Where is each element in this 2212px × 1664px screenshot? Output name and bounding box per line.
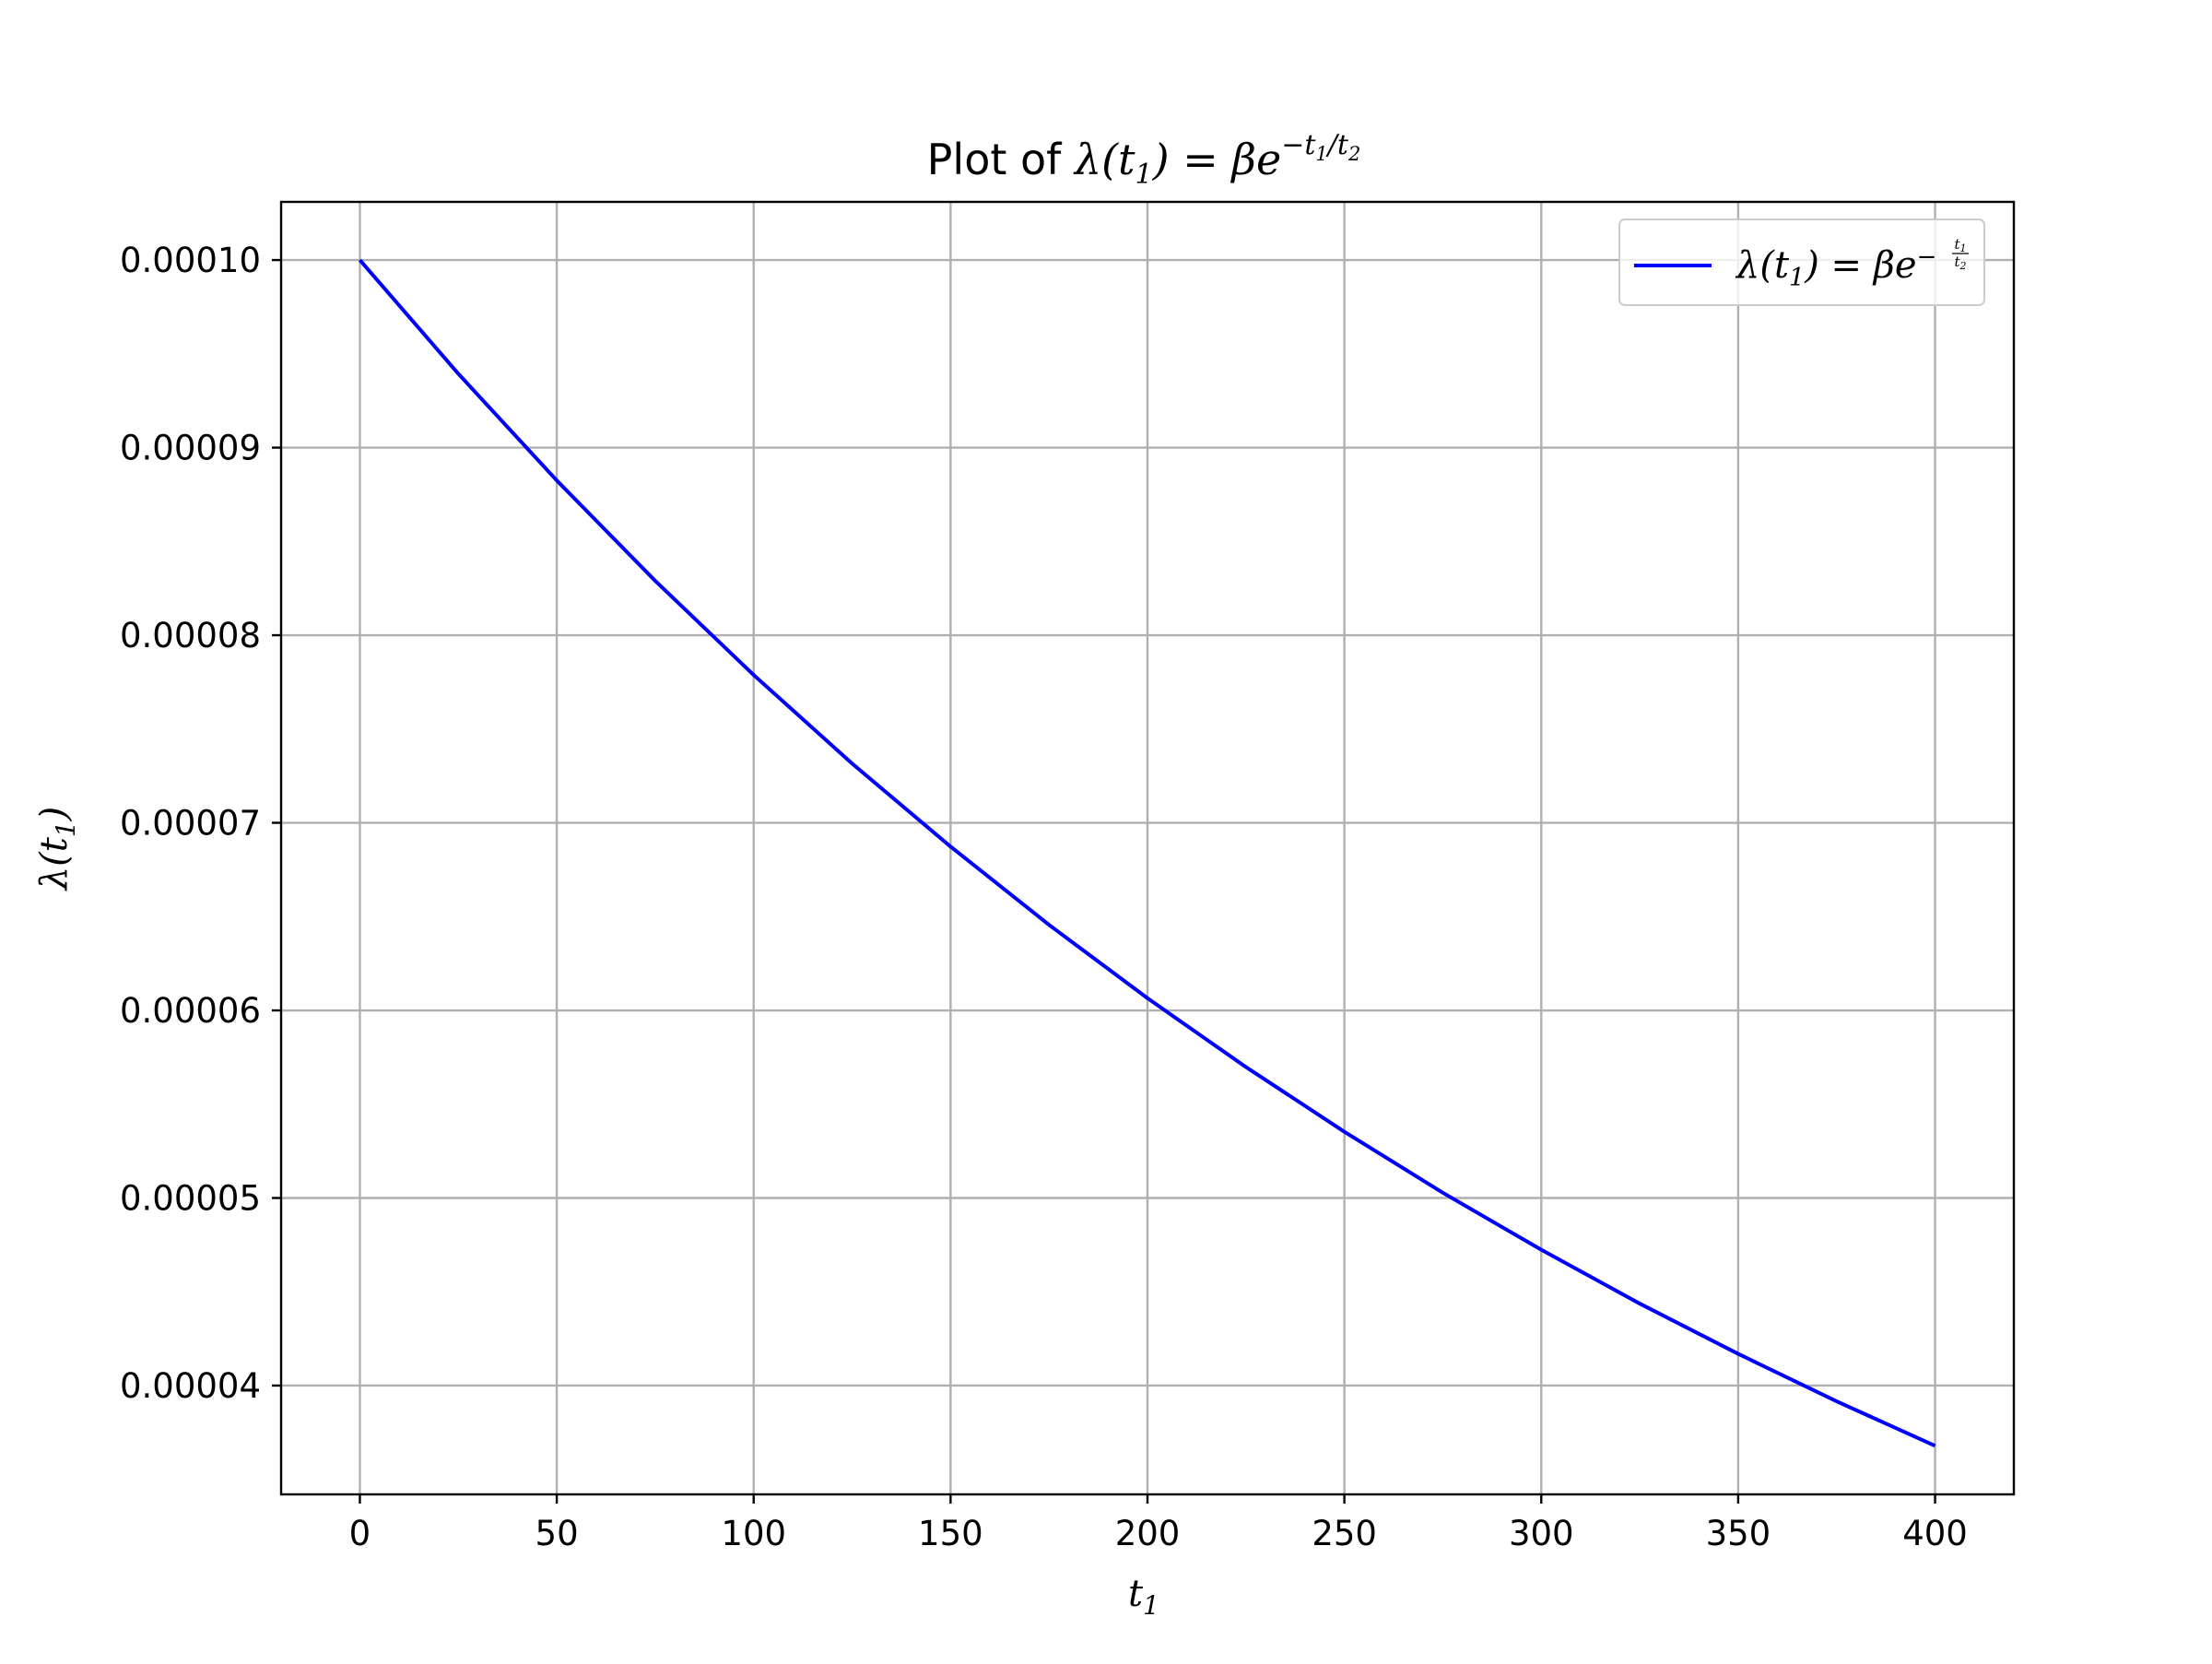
legend-fraction-denominator: t2: [1954, 254, 1966, 272]
x-tick-label: 200: [1115, 1514, 1181, 1553]
legend-fraction-numerator: t1: [1954, 236, 1966, 254]
chart-title-math-rest: ) = βe: [1152, 135, 1282, 184]
x-tick-label: 100: [721, 1514, 786, 1553]
y-axis-label-rest: ): [33, 807, 76, 822]
grid: [281, 202, 2014, 1494]
x-tick-label: 0: [349, 1514, 371, 1553]
chart-title: Plot of λ(t1) = βe−t1/t2: [927, 129, 1361, 191]
y-tick-label: 0.00009: [120, 429, 261, 468]
y-axis-label: λ(t1): [33, 807, 81, 891]
legend: λ(t1) = βe− t1 t2: [1618, 218, 1985, 306]
legend-fraction-denominator-sub: 2: [1959, 260, 1967, 272]
y-axis-label-sub: 1: [51, 820, 81, 837]
chart-title-math-sub: 1: [1135, 159, 1153, 191]
chart-title-math-sup-mid: /t: [1325, 129, 1349, 161]
legend-label: λ(t1) = βe−: [1735, 243, 1936, 292]
legend-label-sub: 1: [1789, 264, 1805, 292]
x-axis-label-sub: 1: [1143, 1590, 1159, 1621]
chart-title-math-sup: −t: [1281, 129, 1316, 161]
chart-title-prefix: Plot of: [927, 135, 1075, 184]
y-tick-label: 0.00005: [120, 1178, 261, 1218]
y-tick-label: 0.00007: [120, 804, 261, 844]
legend-fraction-numerator-sub: 1: [1960, 242, 1967, 254]
y-tick-label: 0.00004: [120, 1366, 261, 1406]
x-axis-label: t1: [1128, 1573, 1159, 1621]
legend-fraction-denominator-main: t: [1954, 254, 1960, 270]
chart-title-math-sup-sub1: 1: [1315, 143, 1327, 165]
x-tick-label: 50: [535, 1514, 579, 1553]
legend-exponent-fraction: t1 t2: [1952, 236, 1969, 272]
legend-fraction-numerator-main: t: [1954, 236, 1960, 253]
legend-label-rest: ) = βe: [1804, 244, 1916, 287]
y-axis-ticks: 0.00004 0.00005 0.00006 0.00007 0.00008 0.000…: [120, 241, 281, 1406]
chart-title-math-main: λ(t: [1073, 135, 1135, 184]
legend-label-sup: −: [1917, 243, 1937, 271]
x-tick-label: 350: [1706, 1514, 1771, 1553]
y-tick-label: 0.00006: [120, 991, 261, 1031]
y-tick-label: 0.00008: [120, 616, 261, 655]
series-group: [358, 258, 1936, 1448]
x-tick-label: 150: [918, 1514, 983, 1553]
x-axis-label-main: t: [1128, 1573, 1144, 1615]
chart-title-math-sup-sub2: 2: [1347, 143, 1360, 165]
x-axis-ticks: 0 50 100 150 200 250 300 350 400: [349, 1494, 1968, 1553]
legend-box: [1618, 218, 1985, 306]
x-tick-label: 300: [1509, 1514, 1574, 1553]
series-line: [358, 258, 1936, 1448]
x-tick-label: 400: [1902, 1514, 1968, 1553]
y-axis-label-main: λ(t: [33, 836, 76, 891]
legend-label-main: λ(t: [1735, 244, 1790, 287]
y-tick-label: 0.00010: [120, 241, 261, 280]
x-tick-label: 250: [1312, 1514, 1377, 1553]
